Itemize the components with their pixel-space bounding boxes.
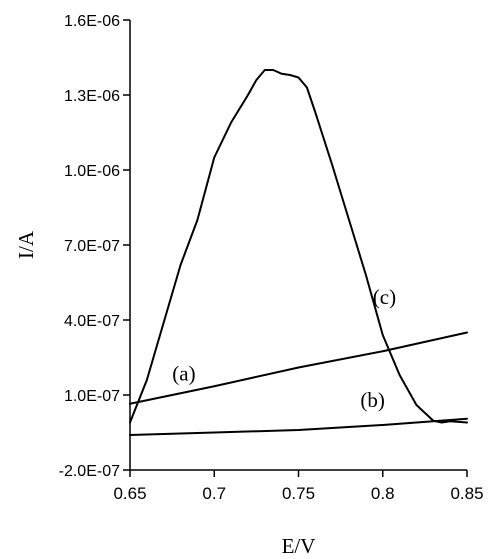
y-tick-label: 1.0E-07 <box>64 388 120 405</box>
x-tick-label: 0.65 <box>113 484 146 503</box>
x-tick-label: 0.7 <box>202 484 226 503</box>
x-axis-ticks: 0.65 0.7 0.75 0.8 0.85 <box>113 470 484 503</box>
x-tick-label: 0.85 <box>450 484 483 503</box>
y-tick-label: 4.0E-07 <box>64 313 120 330</box>
x-tick-label: 0.8 <box>371 484 395 503</box>
y-tick-label: 1.3E-06 <box>64 88 120 105</box>
series-a-line <box>129 331 468 405</box>
y-axis-title: I/A <box>14 230 38 259</box>
series-c-line <box>129 69 468 424</box>
series-b-label: (b) <box>360 388 385 412</box>
y-tick-label: 1.0E-06 <box>64 163 120 180</box>
plot-series <box>129 69 468 436</box>
y-axis-ticks: -2.0E-07 1.0E-07 4.0E-07 7.0E-07 1.0E-06 1.3E… <box>59 13 130 480</box>
y-tick-label: 1.6E-06 <box>64 13 120 30</box>
y-tick-label: 7.0E-07 <box>64 238 120 255</box>
series-c-label: (c) <box>373 285 396 309</box>
y-tick-label: -2.0E-07 <box>59 463 120 480</box>
x-tick-label: 0.75 <box>282 484 315 503</box>
series-a-label: (a) <box>172 362 195 386</box>
x-axis-title: E/V <box>282 534 316 558</box>
series-b-line <box>129 417 468 436</box>
series-labels: (a) (b) (c) <box>172 285 396 412</box>
